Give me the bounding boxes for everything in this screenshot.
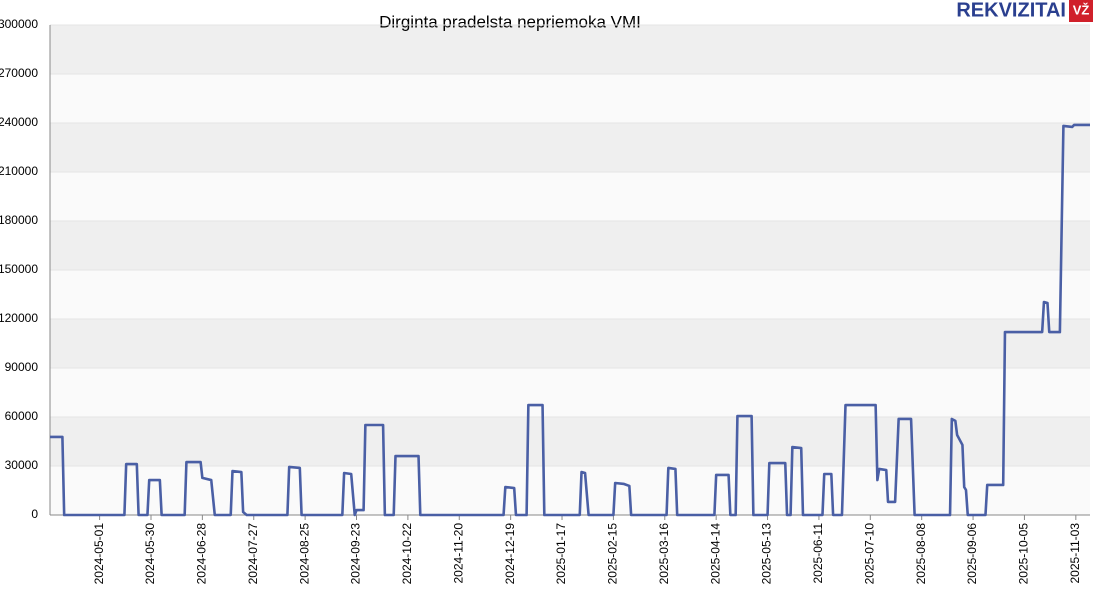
x-tick-label: 2025-06-11 — [811, 523, 825, 584]
x-tick-label: 2025-09-06 — [965, 523, 979, 585]
logo-badge: VŽ — [1073, 2, 1090, 17]
x-tick-label: 2025-04-14 — [708, 523, 722, 585]
x-tick-label: 2025-02-15 — [606, 523, 620, 585]
y-tick-label: 30000 — [5, 458, 39, 472]
x-tick-label: 2024-12-19 — [503, 523, 517, 585]
y-tick-label: 180000 — [0, 213, 38, 227]
x-tick-label: 2025-08-08 — [914, 523, 928, 585]
y-tick-label: 60000 — [5, 409, 39, 423]
grid-band — [50, 221, 1090, 270]
grid-band — [50, 25, 1090, 74]
x-tick-label: 2025-10-05 — [1017, 523, 1031, 585]
x-tick-label: 2025-03-16 — [657, 523, 671, 585]
logo: REKVIZITAI — [956, 0, 1066, 21]
y-tick-label: 0 — [31, 507, 38, 521]
grid-band — [50, 319, 1090, 368]
x-tick-label: 2024-05-01 — [92, 523, 106, 585]
x-tick-label: 2025-05-13 — [760, 523, 774, 585]
x-tick-label: 2025-11-03 — [1068, 523, 1082, 584]
y-tick-label: 90000 — [5, 360, 39, 374]
x-tick-label: 2025-07-10 — [862, 523, 876, 585]
y-tick-label: 150000 — [0, 262, 38, 276]
y-tick-label: 120000 — [0, 311, 38, 325]
chart-title: Dirginta pradelsta nepriemoka VMI — [379, 12, 641, 31]
x-tick-label: 2024-08-25 — [297, 523, 311, 585]
x-tick-label: 2024-09-23 — [349, 523, 363, 585]
y-tick-label: 240000 — [0, 115, 38, 129]
logo-badge-bg — [1069, 0, 1093, 22]
x-tick-label: 2024-07-27 — [246, 523, 260, 585]
x-tick-label: 2024-06-28 — [195, 523, 209, 585]
grid-band — [50, 123, 1090, 172]
y-tick-label: 210000 — [0, 164, 38, 178]
y-tick-label: 270000 — [0, 66, 38, 80]
x-tick-label: 2025-01-17 — [554, 523, 568, 585]
x-tick-label: 2024-05-30 — [143, 523, 157, 585]
data-line — [50, 123, 1090, 517]
y-tick-label: 300000 — [0, 17, 38, 31]
x-tick-label: 2024-11-20 — [451, 523, 465, 584]
grid-band — [50, 417, 1090, 466]
x-tick-label: 2024-10-22 — [400, 523, 414, 585]
